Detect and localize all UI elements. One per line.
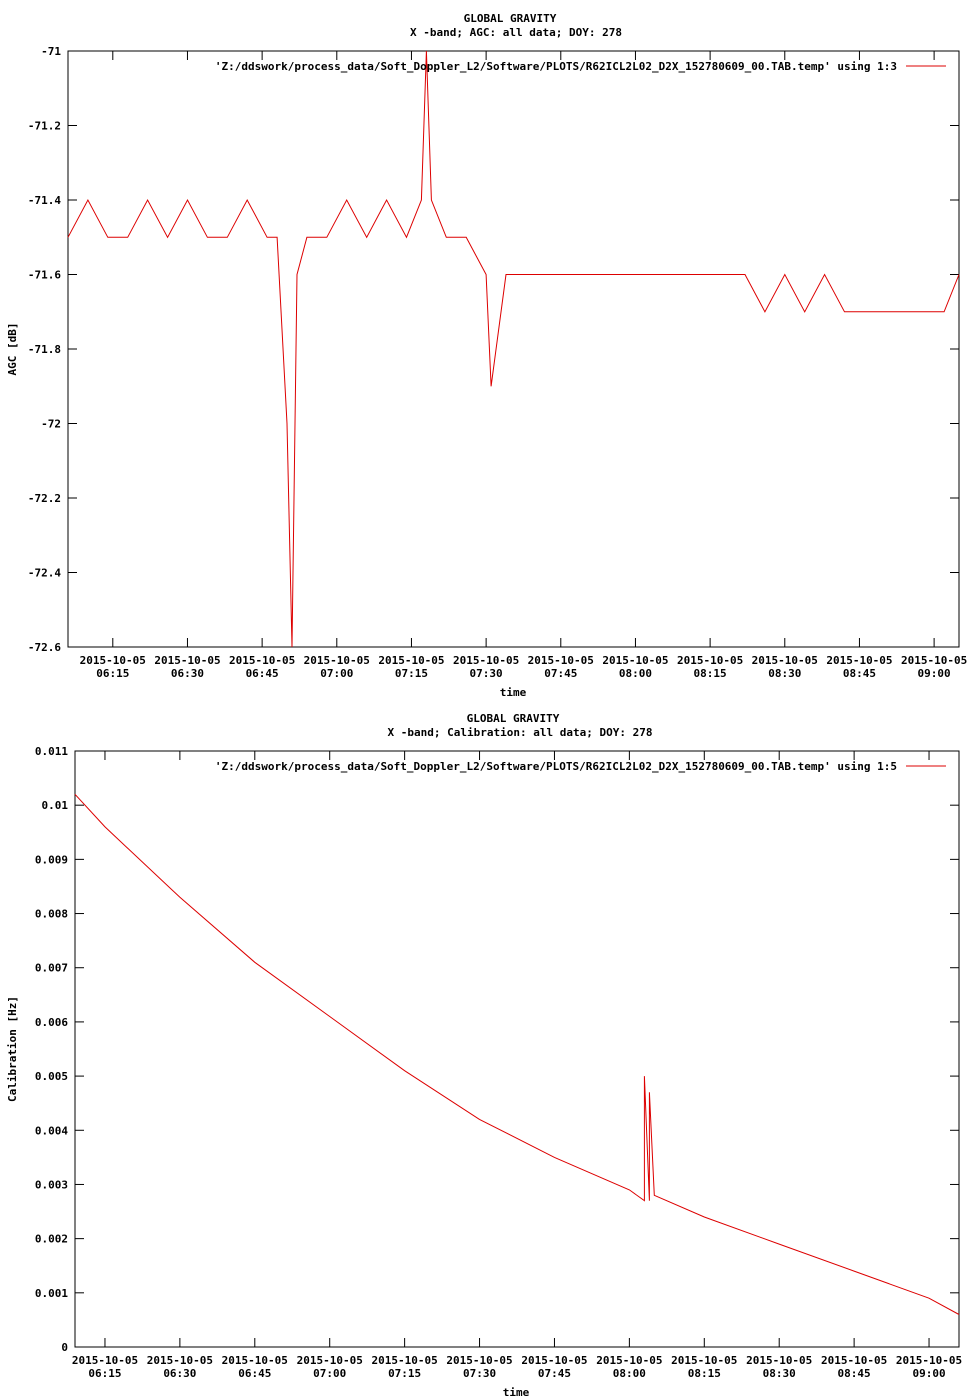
chart-calibration-legend: 'Z:/ddswork/process_data/Soft_Doppler_L2… [215, 760, 946, 773]
chart-agc-ytick-label: -71 [41, 45, 61, 58]
chart-calibration-x-label: time [503, 1386, 530, 1399]
chart-calibration-ytick-label: 0.006 [35, 1016, 68, 1029]
chart-calibration-xtick-time: 07:45 [538, 1367, 571, 1380]
chart-agc-ytick-label: -71.4 [28, 194, 61, 207]
chart-calibration-xtick-time: 08:15 [688, 1367, 721, 1380]
chart-calibration-xtick-time: 08:00 [613, 1367, 646, 1380]
chart-calibration-xtick-date: 2015-10-05 [521, 1354, 587, 1367]
chart-calibration-x-axis: 2015-10-0506:152015-10-0506:302015-10-05… [72, 751, 962, 1380]
chart-agc-xtick-date: 2015-10-05 [602, 654, 668, 667]
chart-calibration-xtick-date: 2015-10-05 [222, 1354, 288, 1367]
chart-agc-ytick-label: -71.2 [28, 120, 61, 133]
chart-calibration-xtick-date: 2015-10-05 [896, 1354, 962, 1367]
chart-calibration-xtick-date: 2015-10-05 [671, 1354, 737, 1367]
chart-calibration-xtick-date: 2015-10-05 [596, 1354, 662, 1367]
chart-calibration: GLOBAL GRAVITY X -band; Calibration: all… [6, 712, 962, 1399]
chart-agc-xtick-date: 2015-10-05 [80, 654, 146, 667]
chart-calibration-xtick-time: 09:00 [912, 1367, 945, 1380]
chart-calibration-ytick-label: 0.007 [35, 962, 68, 975]
chart-agc-xtick-time: 07:30 [470, 667, 503, 680]
chart-calibration-subtitle: X -band; Calibration: all data; DOY: 278 [388, 726, 653, 739]
chart-calibration-title: GLOBAL GRAVITY [467, 712, 560, 725]
chart-agc-xtick-time: 07:00 [320, 667, 353, 680]
chart-calibration-ytick-label: 0.009 [35, 853, 68, 866]
chart-calibration-xtick-date: 2015-10-05 [821, 1354, 887, 1367]
chart-calibration-ytick-label: 0.005 [35, 1070, 68, 1083]
chart-agc-ytick-label: -72.6 [28, 641, 61, 654]
chart-agc-ytick-label: -71.6 [28, 269, 61, 282]
chart-agc-xtick-date: 2015-10-05 [752, 654, 818, 667]
chart-agc-series-line [67, 50, 960, 648]
chart-agc-xtick-date: 2015-10-05 [154, 654, 220, 667]
chart-calibration-ytick-label: 0.001 [35, 1287, 68, 1300]
chart-agc-xtick-date: 2015-10-05 [378, 654, 444, 667]
chart-agc-xtick-date: 2015-10-05 [528, 654, 594, 667]
chart-agc-xtick-time: 06:30 [171, 667, 204, 680]
chart-agc-subtitle: X -band; AGC: all data; DOY: 278 [410, 26, 622, 39]
chart-agc-plot-area [67, 50, 960, 648]
chart-agc: GLOBAL GRAVITY X -band; AGC: all data; D… [6, 12, 967, 699]
chart-agc-xtick-date: 2015-10-05 [229, 654, 295, 667]
chart-calibration-xtick-date: 2015-10-05 [147, 1354, 213, 1367]
chart-agc-xtick-date: 2015-10-05 [304, 654, 370, 667]
chart-calibration-ytick-label: 0.002 [35, 1233, 68, 1246]
chart-agc-xtick-time: 07:45 [544, 667, 577, 680]
chart-agc-x-axis: 2015-10-0506:152015-10-0506:302015-10-05… [80, 51, 967, 680]
chart-agc-legend: 'Z:/ddswork/process_data/Soft_Doppler_L2… [215, 60, 946, 73]
chart-calibration-plot-area [74, 750, 960, 1348]
chart-calibration-ytick-label: 0.004 [35, 1124, 68, 1137]
chart-calibration-xtick-time: 08:30 [763, 1367, 796, 1380]
chart-agc-xtick-time: 08:45 [843, 667, 876, 680]
chart-agc-series [67, 50, 960, 648]
chart-agc-y-axis: -71 -71.2 -71.4 -71.6 -71.8 -72 -72.2 -72.4 -72.… [28, 45, 959, 654]
chart-calibration-xtick-time: 06:45 [238, 1367, 271, 1380]
chart-calibration-legend-label: 'Z:/ddswork/process_data/Soft_Doppler_L2… [215, 760, 897, 773]
chart-calibration-ytick-label: 0.003 [35, 1178, 68, 1191]
chart-agc-xtick-date: 2015-10-05 [901, 654, 967, 667]
chart-agc-xtick-date: 2015-10-05 [453, 654, 519, 667]
chart-agc-legend-label: 'Z:/ddswork/process_data/Soft_Doppler_L2… [215, 60, 897, 73]
chart-calibration-ytick-label: 0.01 [42, 799, 69, 812]
chart-calibration-xtick-time: 06:30 [163, 1367, 196, 1380]
chart-calibration-y-label: Calibration [Hz] [6, 996, 19, 1102]
chart-agc-ytick-label: -71.8 [28, 343, 61, 356]
chart-calibration-xtick-date: 2015-10-05 [372, 1354, 438, 1367]
chart-calibration-ytick-label: 0.011 [35, 745, 68, 758]
chart-agc-xtick-time: 09:00 [918, 667, 951, 680]
chart-calibration-xtick-date: 2015-10-05 [446, 1354, 512, 1367]
chart-calibration-xtick-time: 08:45 [838, 1367, 871, 1380]
chart-calibration-ytick-label: 0 [61, 1341, 68, 1354]
chart-calibration-series-line [74, 793, 960, 1315]
chart-calibration-xtick-time: 06:15 [88, 1367, 121, 1380]
chart-agc-xtick-time: 08:15 [694, 667, 727, 680]
chart-calibration-xtick-date: 2015-10-05 [297, 1354, 363, 1367]
chart-agc-xtick-time: 08:00 [619, 667, 652, 680]
chart-agc-xtick-time: 07:15 [395, 667, 428, 680]
chart-agc-ytick-label: -72 [41, 418, 61, 431]
chart-agc-xtick-date: 2015-10-05 [677, 654, 743, 667]
chart-calibration-xtick-time: 07:00 [313, 1367, 346, 1380]
chart-agc-ytick-label: -72.2 [28, 492, 61, 505]
chart-calibration-xtick-time: 07:15 [388, 1367, 421, 1380]
chart-calibration-y-axis: 0.011 0.01 0.009 0.008 0.007 0.006 0.005 0.004 0… [35, 745, 959, 1354]
chart-agc-title: GLOBAL GRAVITY [464, 12, 557, 25]
chart-calibration-ytick-label: 0.008 [35, 908, 68, 921]
chart-agc-xtick-time: 06:45 [246, 667, 279, 680]
chart-agc-y-label: AGC [dB] [6, 323, 19, 376]
chart-agc-ytick-label: -72.4 [28, 567, 61, 580]
chart-agc-xtick-time: 06:15 [96, 667, 129, 680]
chart-calibration-series [74, 793, 960, 1315]
chart-agc-xtick-date: 2015-10-05 [826, 654, 892, 667]
chart-agc-xtick-time: 08:30 [768, 667, 801, 680]
chart-agc-x-label: time [500, 686, 527, 699]
chart-calibration-xtick-date: 2015-10-05 [72, 1354, 138, 1367]
chart-calibration-xtick-time: 07:30 [463, 1367, 496, 1380]
chart-calibration-xtick-date: 2015-10-05 [746, 1354, 812, 1367]
